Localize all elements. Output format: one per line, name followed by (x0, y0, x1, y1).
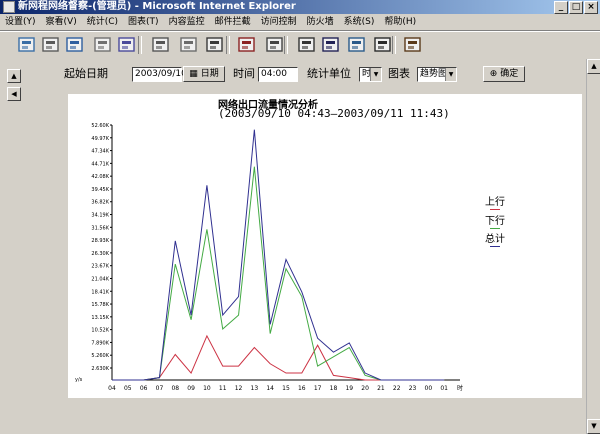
menu-item-9[interactable]: 帮助(H) (384, 17, 417, 27)
legend-item: 下行 (484, 212, 506, 229)
chart-type-select[interactable]: 趋势图 ▼ (417, 67, 457, 82)
legend-label: 上行 (485, 197, 505, 208)
toolbar-separator (226, 36, 230, 54)
clock-icon[interactable] (204, 35, 226, 55)
ie-icon (3, 1, 15, 13)
collapse-up-icon[interactable]: ▲ (7, 69, 21, 83)
close-button[interactable]: × (584, 1, 598, 14)
menu-item-6[interactable]: 访问控制 (260, 17, 297, 27)
scroll-up-arrow-icon[interactable]: ▲ (587, 59, 600, 74)
menu-item-5[interactable]: 邮件拦截 (214, 17, 251, 27)
save-icon[interactable] (402, 35, 424, 55)
chart-type-value: 趋势图 (420, 69, 448, 79)
calendar-icon: ▦ (189, 69, 198, 79)
unit-select[interactable]: 时 ▼ (359, 67, 382, 82)
date-picker-button[interactable]: ▦ 日期 (183, 66, 225, 82)
window-title: 新网程网络督察-(管理员) - Microsoft Internet Explo… (18, 1, 296, 12)
firewall-icon[interactable] (346, 35, 368, 55)
legend-swatch (490, 209, 500, 210)
confirm-icon: ⊕ (489, 69, 498, 79)
legend-item: 总计 (484, 230, 506, 247)
menu-item-8[interactable]: 系统(S) (343, 17, 375, 27)
time-field[interactable]: 04:00 (258, 67, 298, 82)
vertical-scrollbar[interactable]: ▲ ▼ (586, 59, 600, 434)
minimize-button[interactable]: _ (554, 1, 568, 14)
unit-label: 统计单位 (307, 67, 351, 80)
menu-item-0[interactable]: 设置(Y) (5, 17, 36, 27)
confirm-button[interactable]: ⊕ 确定 (483, 66, 525, 82)
scroll-down-arrow-icon[interactable]: ▼ (587, 419, 600, 434)
toolbar-separator (284, 36, 288, 54)
list-icon[interactable] (150, 35, 172, 55)
start-date-field[interactable]: 2003/09/10 (132, 67, 187, 82)
toolbar (0, 31, 600, 60)
menu-bar: 设置(Y) 察看(V) 统计(C) 图表(T) 内容监控 邮件拦截 访问控制 防火墙 系统(S)… (0, 14, 600, 31)
time-label: 时间 (233, 67, 255, 80)
menu-item-3[interactable]: 图表(T) (128, 17, 159, 27)
user-group-icon[interactable] (296, 35, 318, 55)
legend-swatch (490, 246, 500, 247)
tools-icon[interactable] (178, 35, 200, 55)
menu-item-2[interactable]: 统计(C) (86, 17, 119, 27)
monitor-icon[interactable] (372, 35, 394, 55)
toolbar-separator (392, 36, 396, 54)
host-icon[interactable] (40, 35, 62, 55)
chevron-down-icon: ▼ (370, 68, 381, 81)
confirm-label: 确定 (500, 69, 519, 79)
legend-swatch (490, 228, 500, 229)
chart-type-label: 图表 (388, 67, 410, 80)
chevron-down-icon: ▼ (445, 68, 456, 81)
settings-icon[interactable] (92, 35, 114, 55)
share-users-icon[interactable] (320, 35, 342, 55)
network-icon[interactable] (16, 35, 38, 55)
stamp-icon[interactable] (116, 35, 138, 55)
legend-label: 下行 (485, 216, 505, 227)
collapse-left-icon[interactable]: ◀ (7, 87, 21, 101)
menu-item-1[interactable]: 察看(V) (45, 17, 77, 27)
window-icon[interactable] (64, 35, 86, 55)
menu-item-4[interactable]: 内容监控 (168, 17, 205, 27)
legend-item: 上行 (484, 193, 506, 210)
chart-title: 网络出口流量情况分析 (218, 100, 318, 111)
report-icon[interactable] (264, 35, 286, 55)
unit-select-value: 时 (362, 69, 372, 79)
maximize-button[interactable]: □ (569, 1, 583, 14)
date-picker-label: 日期 (200, 69, 219, 79)
chart-subtitle: (2003/09/10 04:43—2003/09/11 11:43) (218, 107, 450, 120)
bar-chart-icon[interactable] (236, 35, 258, 55)
toolbar-separator (138, 36, 142, 54)
left-pane: ▲ ◀ (0, 59, 22, 434)
legend-label: 总计 (485, 234, 505, 245)
menu-item-7[interactable]: 防火墙 (306, 17, 334, 27)
window-controls: _ □ × (554, 1, 598, 14)
start-date-label: 起始日期 (64, 67, 108, 80)
window-titlebar: 新网程网络督察-(管理员) - Microsoft Internet Explo… (0, 0, 600, 14)
